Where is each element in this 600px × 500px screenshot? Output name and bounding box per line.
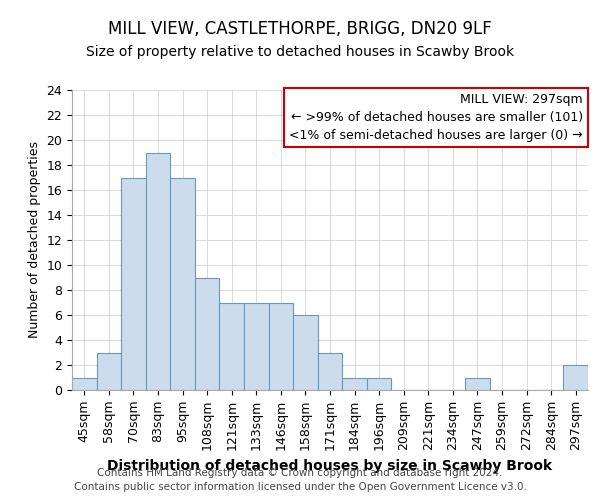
Y-axis label: Number of detached properties: Number of detached properties (28, 142, 41, 338)
Text: Size of property relative to detached houses in Scawby Brook: Size of property relative to detached ho… (86, 45, 514, 59)
Bar (367, 378, 391, 390)
Bar (195, 278, 220, 390)
Text: Contains HM Land Registry data © Crown copyright and database right 2024.: Contains HM Land Registry data © Crown c… (97, 468, 503, 477)
Text: MILL VIEW: 297sqm
← >99% of detached houses are smaller (101)
<1% of semi-detach: MILL VIEW: 297sqm ← >99% of detached hou… (289, 93, 583, 142)
Bar (318, 352, 342, 390)
Bar (244, 302, 269, 390)
Bar (563, 365, 588, 390)
Bar (72, 378, 97, 390)
Bar (465, 378, 490, 390)
Bar (146, 152, 170, 390)
Bar (170, 178, 195, 390)
Bar (342, 378, 367, 390)
Text: Contains public sector information licensed under the Open Government Licence v3: Contains public sector information licen… (74, 482, 526, 492)
Bar (220, 302, 244, 390)
X-axis label: Distribution of detached houses by size in Scawby Brook: Distribution of detached houses by size … (107, 458, 553, 472)
Bar (121, 178, 146, 390)
Bar (97, 352, 121, 390)
Text: MILL VIEW, CASTLETHORPE, BRIGG, DN20 9LF: MILL VIEW, CASTLETHORPE, BRIGG, DN20 9LF (108, 20, 492, 38)
Bar (269, 302, 293, 390)
Bar (293, 315, 318, 390)
